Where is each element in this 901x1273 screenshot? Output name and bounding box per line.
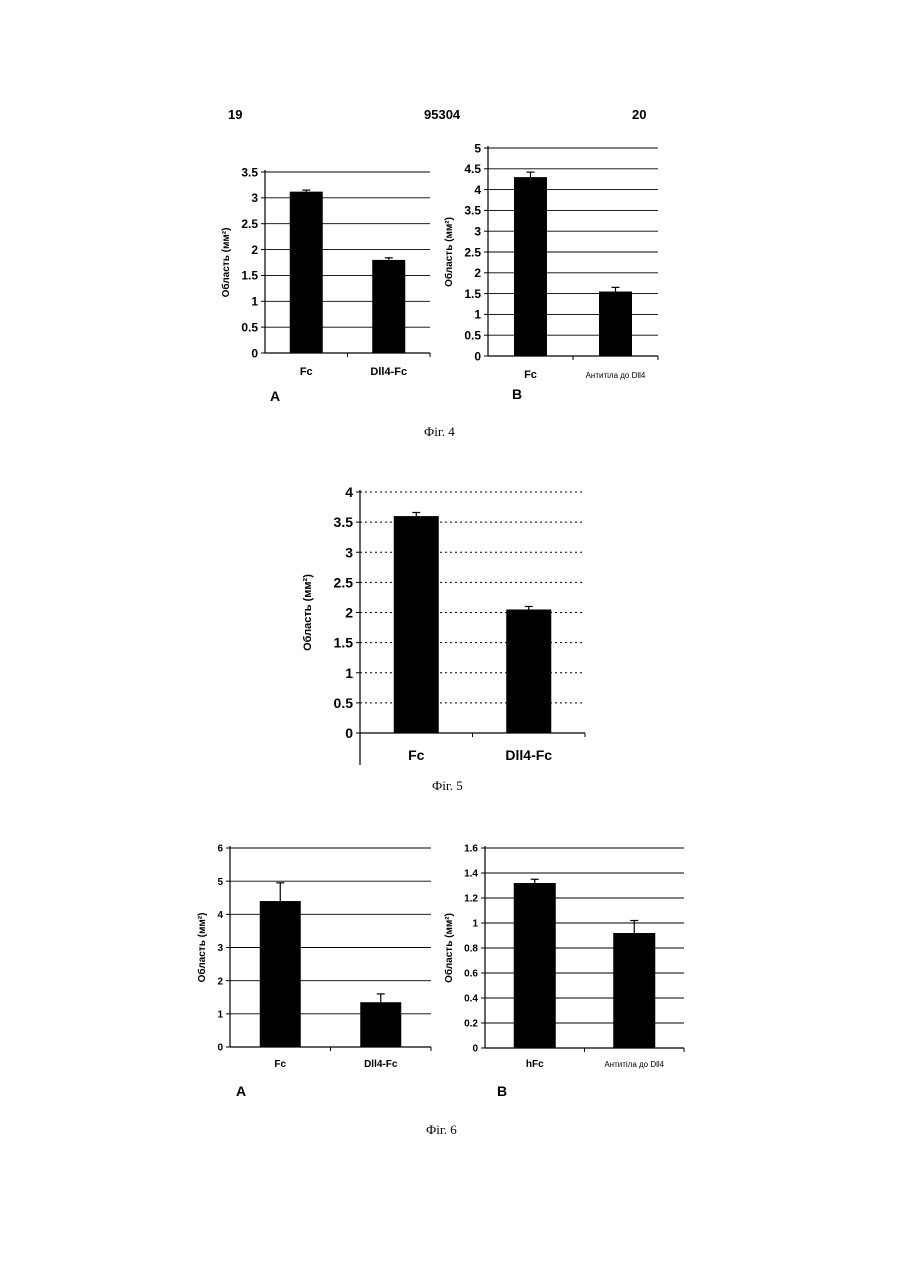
page-number-right: 20 bbox=[632, 107, 646, 122]
y-tick-label: 1.6 bbox=[464, 844, 478, 855]
bar-1 bbox=[394, 516, 439, 733]
bar-2 bbox=[613, 933, 655, 1048]
category-label: Fc bbox=[274, 1059, 286, 1070]
y-tick-label: 2 bbox=[474, 266, 481, 280]
category-label: Антитіла до Dll4 bbox=[586, 371, 646, 380]
y-tick-label: 2.5 bbox=[464, 245, 481, 259]
category-label: Fc bbox=[524, 369, 537, 381]
y-axis-label: Область (мм²) bbox=[302, 574, 314, 651]
bar-1 bbox=[260, 901, 301, 1047]
y-axis-label: Область (мм²) bbox=[443, 217, 455, 287]
fig5-caption: Фіг. 5 bbox=[432, 778, 463, 794]
y-tick-label: 1.5 bbox=[334, 635, 354, 651]
bar-2 bbox=[360, 1002, 401, 1047]
y-tick-label: 3.5 bbox=[334, 514, 354, 530]
chart-fig6a: 0 1 2 3 4 5 6 Fc Dll4-Fc Область (мм²) bbox=[193, 838, 438, 1073]
y-axis-label: Область (мм²) bbox=[443, 913, 455, 983]
fig4-caption: Фіг. 4 bbox=[424, 424, 455, 440]
y-tick-label: 0.4 bbox=[464, 994, 478, 1005]
y-tick-label: 2.5 bbox=[334, 574, 354, 590]
fig6-panel-a-label: A bbox=[236, 1083, 246, 1099]
fig6-caption: Фіг. 6 bbox=[426, 1122, 457, 1138]
category-label: Dll4-Fc bbox=[370, 366, 407, 378]
y-tick-label: 2.5 bbox=[241, 217, 258, 231]
chart-fig5: 0 0.5 1 1.5 2 2.5 3 3.5 4 Fc Dll4-Fc Область (мм²) bbox=[295, 480, 605, 770]
y-tick-label: 1 bbox=[345, 665, 353, 681]
y-tick-label: 1 bbox=[474, 308, 481, 322]
category-label: Fc bbox=[408, 747, 425, 763]
y-tick-label: 1 bbox=[251, 295, 258, 309]
page-number-left: 19 bbox=[228, 107, 242, 122]
y-tick-label: 3.5 bbox=[241, 165, 258, 179]
chart-fig4a: 0 0.5 1 1.5 2 2.5 3 3.5 Fc Dll4-Fc Область (мм²) bbox=[215, 155, 440, 380]
patent-number: 95304 bbox=[424, 107, 460, 122]
y-tick-label: 0.2 bbox=[464, 1019, 478, 1030]
y-tick-label: 0 bbox=[472, 1044, 478, 1055]
y-tick-label: 3 bbox=[217, 943, 223, 954]
y-tick-label: 0 bbox=[217, 1043, 223, 1054]
y-tick-label: 3 bbox=[251, 191, 258, 205]
bar-1 bbox=[514, 883, 556, 1048]
fig4-panel-b-label: B bbox=[512, 386, 522, 402]
category-label: Антитіла до Dll4 bbox=[604, 1060, 664, 1069]
y-tick-label: 3 bbox=[345, 544, 353, 560]
chart-fig4b: 0 0.5 1 1.5 2 2.5 3 3.5 4 4.5 5 Fc Антитіла до Dll4 О… bbox=[440, 138, 670, 383]
y-tick-label: 0.5 bbox=[334, 695, 354, 711]
y-tick-label: 2 bbox=[345, 605, 353, 621]
bar-1 bbox=[290, 192, 323, 353]
y-tick-label: 0.8 bbox=[464, 944, 478, 955]
bar-2 bbox=[599, 292, 632, 356]
y-tick-label: 3 bbox=[474, 225, 481, 239]
y-tick-label: 0.5 bbox=[241, 320, 258, 334]
bar-2 bbox=[506, 609, 551, 733]
category-label: Dll4-Fc bbox=[505, 747, 552, 763]
y-tick-label: 2 bbox=[251, 243, 258, 257]
y-tick-label: 5 bbox=[474, 141, 481, 155]
y-tick-label: 1.5 bbox=[241, 269, 258, 283]
y-tick-label: 0 bbox=[251, 346, 258, 360]
y-tick-label: 1.4 bbox=[464, 869, 478, 880]
y-tick-label: 4 bbox=[474, 183, 481, 197]
fig4-panel-a-label: A bbox=[270, 388, 280, 404]
bar-2 bbox=[372, 260, 405, 353]
y-axis-label: Область (мм²) bbox=[220, 228, 232, 298]
y-tick-label: 3.5 bbox=[464, 204, 481, 218]
y-tick-label: 1 bbox=[472, 919, 478, 930]
fig6-panel-b-label: B bbox=[497, 1083, 507, 1099]
chart-fig6b: 0 0.2 0.4 0.6 0.8 1 1.2 1.4 1.6 hFc Антитіла до Dl… bbox=[440, 838, 690, 1073]
y-tick-label: 4 bbox=[217, 910, 223, 921]
y-tick-label: 4 bbox=[345, 484, 353, 500]
category-label: Fc bbox=[300, 366, 313, 378]
y-tick-label: 1.5 bbox=[464, 287, 481, 301]
y-tick-label: 0.5 bbox=[464, 329, 481, 343]
category-label: Dll4-Fc bbox=[364, 1059, 398, 1070]
bar-1 bbox=[514, 177, 547, 356]
y-tick-label: 1.2 bbox=[464, 894, 478, 905]
y-tick-label: 1 bbox=[217, 1009, 223, 1020]
y-tick-label: 0.6 bbox=[464, 969, 478, 980]
y-tick-label: 5 bbox=[217, 877, 223, 888]
y-tick-label: 2 bbox=[217, 976, 223, 987]
category-label: hFc bbox=[526, 1059, 544, 1070]
y-axis-label: Область (мм²) bbox=[196, 913, 208, 983]
y-tick-label: 6 bbox=[217, 844, 223, 855]
y-tick-label: 4.5 bbox=[464, 162, 481, 176]
y-tick-label: 0 bbox=[345, 725, 353, 741]
y-tick-label: 0 bbox=[474, 349, 481, 363]
